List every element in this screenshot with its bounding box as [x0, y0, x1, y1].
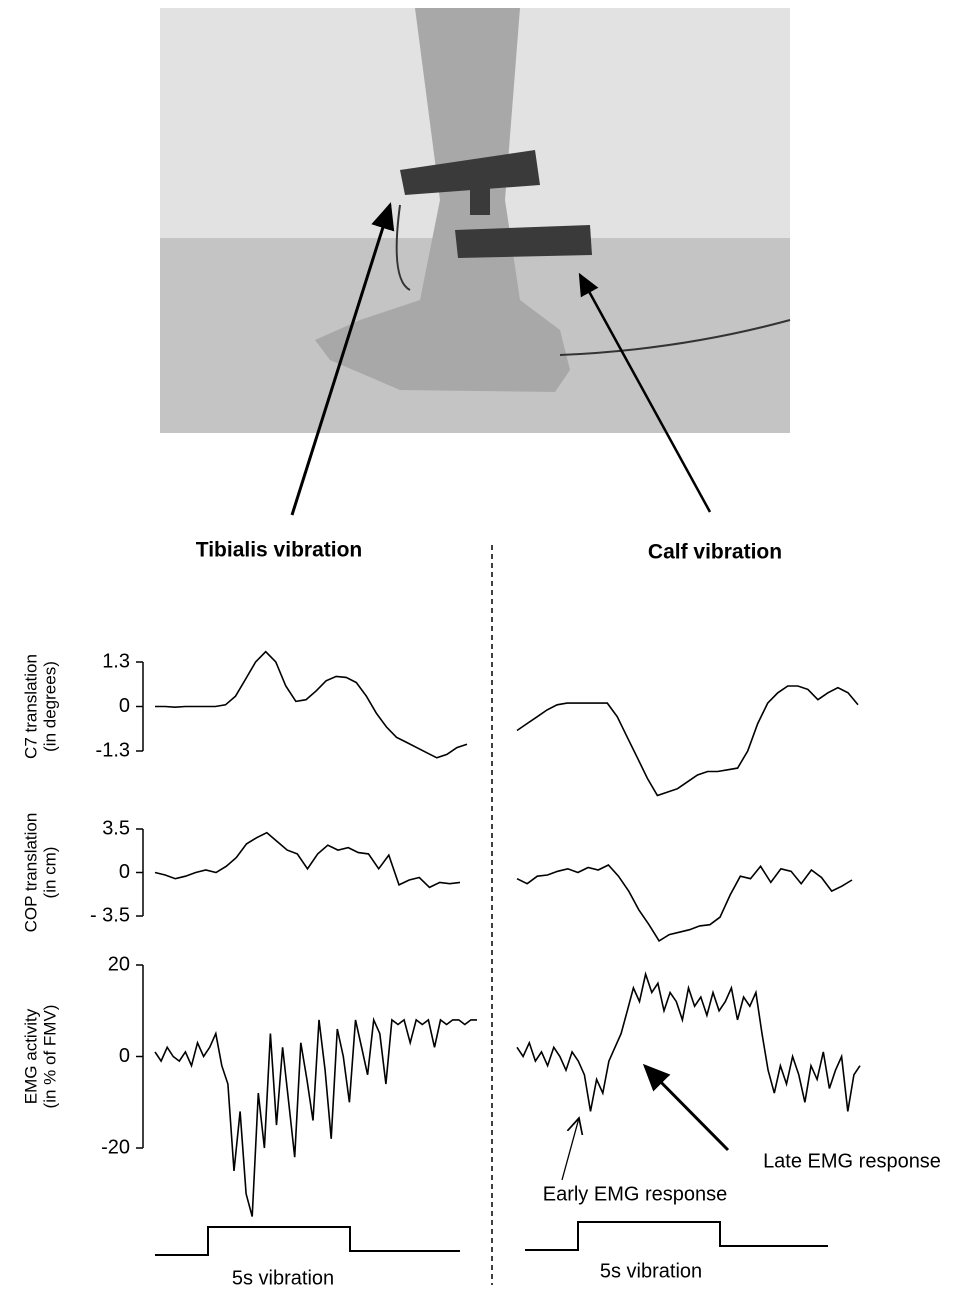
- stimulus-label: 5s vibration: [600, 1260, 702, 1282]
- trace: [155, 1020, 477, 1217]
- y-axis-label: (in % of FMV): [40, 1005, 59, 1109]
- y-axis-label: COP translation: [21, 813, 40, 933]
- trace: [517, 686, 858, 796]
- y-tick-label: 0: [119, 695, 130, 717]
- column-title: Calf vibration: [648, 541, 782, 564]
- photo: [160, 8, 790, 433]
- y-axis-label: C7 translation: [21, 654, 40, 759]
- stimulus-trace: [525, 1222, 828, 1250]
- y-tick-label: 0: [119, 861, 130, 883]
- stimulus-trace: [155, 1227, 460, 1255]
- column-title: Tibialis vibration: [196, 539, 362, 562]
- trace: [517, 974, 860, 1111]
- trace: [517, 865, 852, 941]
- y-axis-label: (in cm): [40, 847, 59, 899]
- y-tick-label: -1.3: [96, 739, 130, 761]
- y-tick-label: 3.5: [102, 817, 130, 839]
- arrow: [645, 1066, 728, 1150]
- arrow: [562, 1118, 579, 1180]
- y-tick-label: 0: [119, 1045, 130, 1067]
- trace: [155, 652, 467, 758]
- trace: [155, 833, 460, 888]
- y-tick-label: - 3.5: [90, 904, 130, 926]
- y-tick-label: 20: [108, 953, 130, 975]
- y-axis-label: EMG activity: [21, 1008, 40, 1104]
- figure: Tibialis vibration Calf vibration 5s vib…: [0, 0, 970, 1291]
- y-tick-label: -20: [101, 1136, 130, 1158]
- annotation: Early EMG response: [543, 1183, 728, 1205]
- y-axis-label: (in degrees): [40, 661, 59, 752]
- annotation: Late EMG response: [763, 1150, 941, 1172]
- y-tick-label: 1.3: [102, 650, 130, 672]
- stimulus-label: 5s vibration: [232, 1267, 334, 1289]
